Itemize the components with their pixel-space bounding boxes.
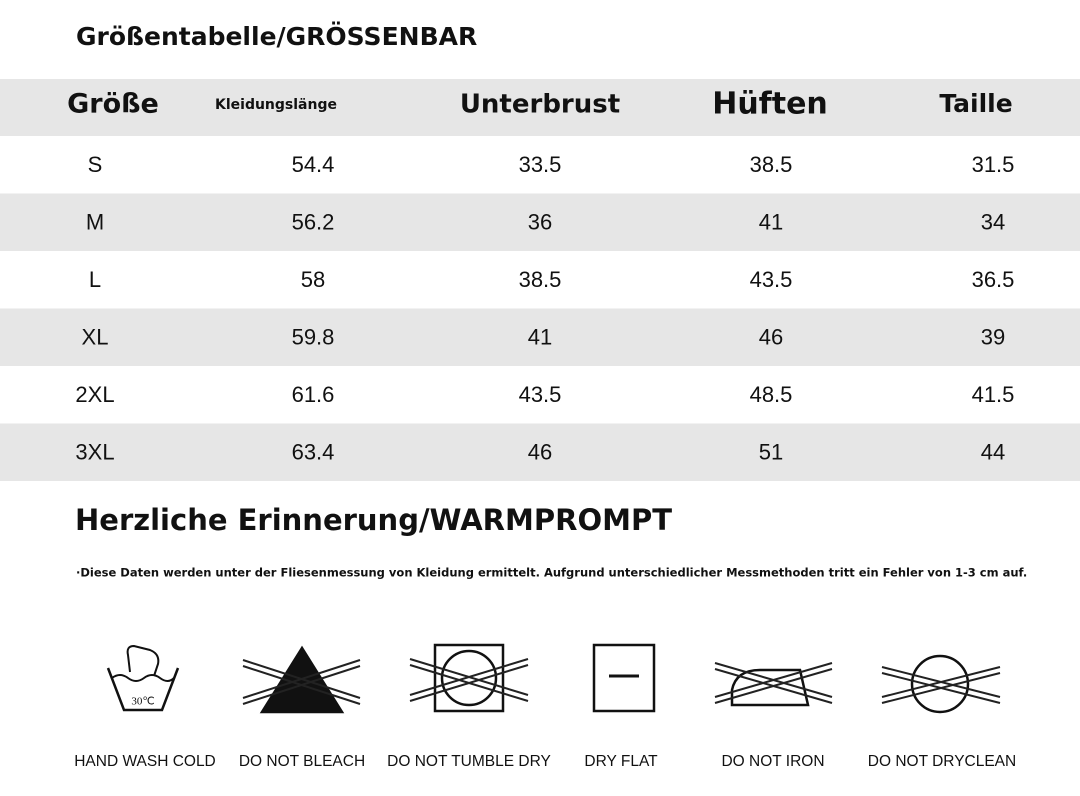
notice-title: Herzliche Erinnerung/WARMPROMPT [75,503,672,537]
cell: 38.5 [750,152,793,177]
header-row [0,79,1080,136]
cell: M [86,209,104,234]
care-labels: HAND WASH COLD DO NOT BLEACH DO NOT TUMBLE… [74,753,1016,770]
cell: 41 [528,324,552,349]
cell: 48.5 [750,382,793,407]
dryflat-square [592,643,656,713]
title: Größentabelle/GRÖSSENBAR [76,21,477,51]
cell: 56.2 [292,209,335,234]
cell: 59.8 [292,324,335,349]
cell: L [89,267,101,292]
cell: 33.5 [519,152,562,177]
dryclean-circle [910,654,970,714]
cell: 43.5 [519,382,562,407]
row-bg [0,193,1080,251]
column-header: Kleidungslänge [215,97,337,113]
iron [730,668,810,707]
column-header: Unterbrust [460,90,620,120]
cell: 2XL [75,382,114,407]
column-header: Größe [67,89,159,120]
cell: 41 [759,209,783,234]
cell: 39 [981,324,1005,349]
cell: 31.5 [972,152,1015,177]
cell: 44 [981,439,1005,464]
cell: S [88,152,103,177]
wash-hand [126,644,160,677]
cell: XL [82,324,109,349]
cell: 36 [528,209,552,234]
care-label: DO NOT IRON [721,753,824,770]
care-label: DRY FLAT [584,753,658,770]
wash-temperature: 30℃ [131,696,154,708]
care-label: DO NOT BLEACH [239,753,365,770]
care-label: DO NOT DRYCLEAN [868,753,1016,770]
cell: 58 [301,267,325,292]
cell: 3XL [75,439,114,464]
row-bg [0,423,1080,481]
cell: 46 [759,324,783,349]
cell: 43.5 [750,267,793,292]
column-header: Hüften [712,87,828,122]
cell: 61.6 [292,382,335,407]
cell: 63.4 [292,439,335,464]
row-bg [0,308,1080,366]
cell: 34 [981,209,1005,234]
column-header: Taille [939,89,1012,118]
wash-tub [106,667,180,712]
care-label: DO NOT TUMBLE DRY [387,753,551,770]
dryer-square [433,643,505,713]
cell: 51 [759,439,783,464]
cell: 41.5 [972,382,1015,407]
cell: 46 [528,439,552,464]
notice-text: ·Diese Daten werden unter der Fliesenmes… [76,566,1027,580]
care-label: HAND WASH COLD [74,753,216,770]
wash-water [111,674,175,682]
care-icons [106,643,1001,714]
cell: 38.5 [519,267,562,292]
size-table: Größe Kleidungslänge Unterbrust Hüften Taill… [0,79,1080,481]
cell: 36.5 [972,267,1015,292]
cell: 54.4 [292,152,335,177]
dryer-circle [440,649,498,707]
